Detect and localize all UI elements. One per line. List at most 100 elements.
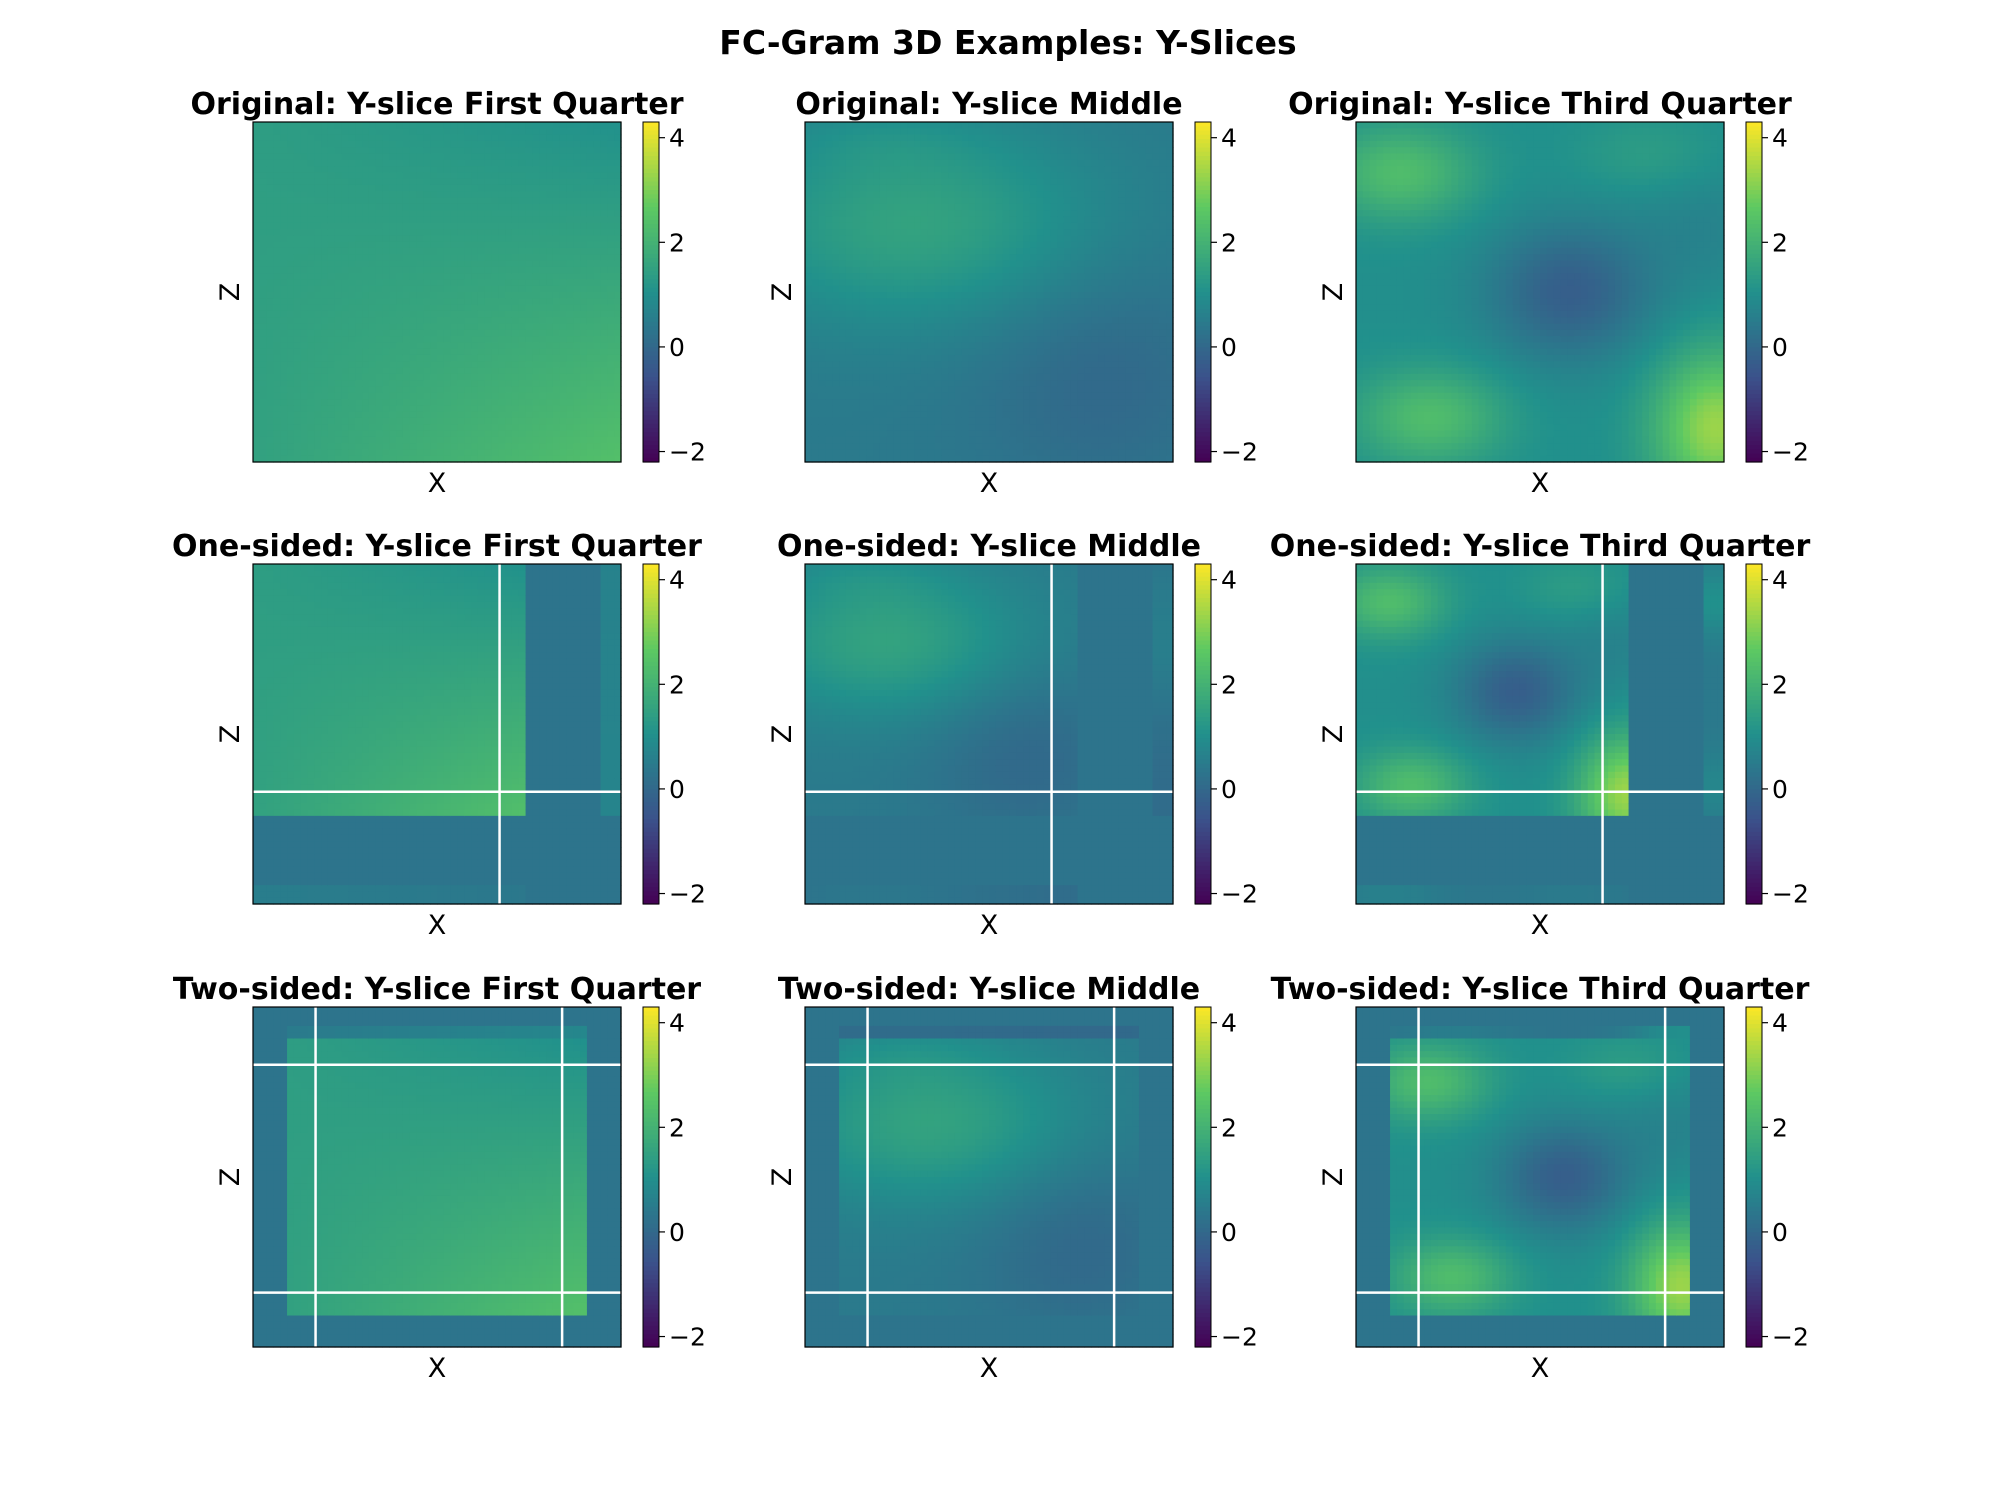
heatmap-cell bbox=[511, 310, 520, 318]
heatmap-cell bbox=[893, 336, 901, 343]
heatmap-cell bbox=[832, 386, 840, 394]
heatmap-cell bbox=[443, 386, 452, 394]
heatmap-cell bbox=[805, 241, 813, 249]
heatmap-cell bbox=[1023, 128, 1031, 136]
heatmap-cell bbox=[982, 298, 990, 306]
heatmap-cell bbox=[402, 380, 411, 388]
heatmap-cell bbox=[416, 166, 424, 173]
heatmap-cell bbox=[273, 203, 281, 211]
heatmap-cell bbox=[573, 298, 581, 306]
heatmap-cell bbox=[375, 247, 384, 255]
heatmap-cell bbox=[321, 203, 329, 211]
heatmap-cell bbox=[893, 178, 901, 186]
heatmap-cell bbox=[811, 184, 820, 192]
heatmap-cell bbox=[409, 247, 418, 255]
heatmap-cell bbox=[443, 216, 452, 224]
heatmap-cell bbox=[805, 128, 813, 136]
heatmap-cell bbox=[525, 184, 533, 192]
heatmap-cell bbox=[402, 354, 411, 362]
heatmap-cell bbox=[975, 279, 983, 287]
heatmap-cell bbox=[307, 342, 315, 350]
heatmap-cell bbox=[825, 298, 833, 306]
heatmap-cell bbox=[314, 449, 322, 457]
heatmap-cell bbox=[266, 140, 275, 148]
heatmap-cell bbox=[525, 266, 533, 274]
colorbar-segment bbox=[643, 126, 659, 132]
heatmap-cell bbox=[546, 229, 554, 236]
heatmap-cell bbox=[914, 140, 922, 148]
heatmap-cell bbox=[341, 222, 349, 230]
heatmap-cell bbox=[934, 354, 942, 362]
heatmap-cell bbox=[1050, 122, 1058, 129]
heatmap-cell bbox=[934, 247, 942, 255]
heatmap-cell bbox=[600, 197, 608, 205]
heatmap-cell bbox=[437, 172, 445, 180]
heatmap-cell bbox=[859, 455, 867, 463]
heatmap-cell bbox=[600, 172, 608, 180]
heatmap-cell bbox=[266, 405, 275, 413]
heatmap-cell bbox=[484, 430, 493, 438]
heatmap-cell bbox=[280, 310, 288, 318]
heatmap-cell bbox=[307, 354, 315, 362]
heatmap-cell bbox=[450, 210, 459, 218]
heatmap-cell bbox=[321, 380, 329, 388]
heatmap-cell bbox=[293, 310, 302, 318]
heatmap-cell bbox=[375, 210, 384, 218]
heatmap-cell bbox=[914, 342, 922, 350]
heatmap-cell bbox=[1043, 455, 1051, 463]
heatmap-cell bbox=[321, 266, 329, 274]
heatmap-cell bbox=[893, 367, 901, 375]
heatmap-cell bbox=[287, 153, 295, 161]
heatmap-cell bbox=[1036, 443, 1045, 451]
heatmap-cell bbox=[532, 336, 540, 343]
heatmap-cell bbox=[873, 298, 881, 306]
heatmap-cell bbox=[518, 178, 527, 186]
heatmap-cell bbox=[839, 367, 847, 375]
heatmap-cell bbox=[389, 399, 397, 406]
heatmap-cell bbox=[852, 279, 861, 287]
heatmap-cell bbox=[396, 134, 404, 142]
heatmap-cell bbox=[368, 367, 377, 375]
heatmap-cell bbox=[907, 266, 915, 274]
heatmap-cell bbox=[580, 159, 588, 167]
heatmap-cell bbox=[1009, 424, 1017, 432]
heatmap-cell bbox=[566, 191, 574, 199]
heatmap-cell bbox=[368, 348, 377, 356]
heatmap-cell bbox=[539, 392, 547, 400]
heatmap-cell bbox=[341, 128, 349, 136]
heatmap-cell bbox=[334, 367, 343, 375]
heatmap-cell bbox=[450, 266, 459, 274]
heatmap-cell bbox=[614, 159, 622, 167]
heatmap-cell bbox=[886, 342, 895, 350]
heatmap-cell bbox=[253, 323, 261, 331]
heatmap-cell bbox=[396, 304, 404, 312]
heatmap-cell bbox=[321, 222, 329, 230]
heatmap-cell bbox=[409, 159, 418, 167]
heatmap-cell bbox=[375, 254, 384, 262]
heatmap-cell bbox=[593, 348, 602, 356]
heatmap-cell bbox=[348, 361, 356, 369]
heatmap-cell bbox=[402, 292, 411, 299]
heatmap-cell bbox=[948, 159, 956, 167]
heatmap-cell bbox=[368, 122, 377, 129]
heatmap-cell bbox=[573, 229, 581, 236]
heatmap-cell bbox=[491, 266, 499, 274]
heatmap-cell bbox=[307, 336, 315, 343]
heatmap-cell bbox=[450, 184, 459, 192]
heatmap-cell bbox=[362, 455, 370, 463]
heatmap-cell bbox=[914, 317, 922, 325]
heatmap-cell bbox=[471, 222, 479, 230]
heatmap-cell bbox=[437, 241, 445, 249]
heatmap-cell bbox=[280, 172, 288, 180]
heatmap-cell bbox=[811, 443, 820, 451]
heatmap-cell bbox=[525, 436, 533, 444]
heatmap-cell bbox=[839, 254, 847, 262]
heatmap-cell bbox=[525, 417, 533, 425]
heatmap-cell bbox=[900, 443, 908, 451]
heatmap-cell bbox=[893, 134, 901, 142]
colorbar-segment bbox=[643, 143, 659, 149]
heatmap-cell bbox=[409, 229, 418, 236]
heatmap-cell bbox=[498, 386, 506, 394]
heatmap-cell bbox=[552, 405, 561, 413]
heatmap-cell bbox=[334, 342, 343, 350]
